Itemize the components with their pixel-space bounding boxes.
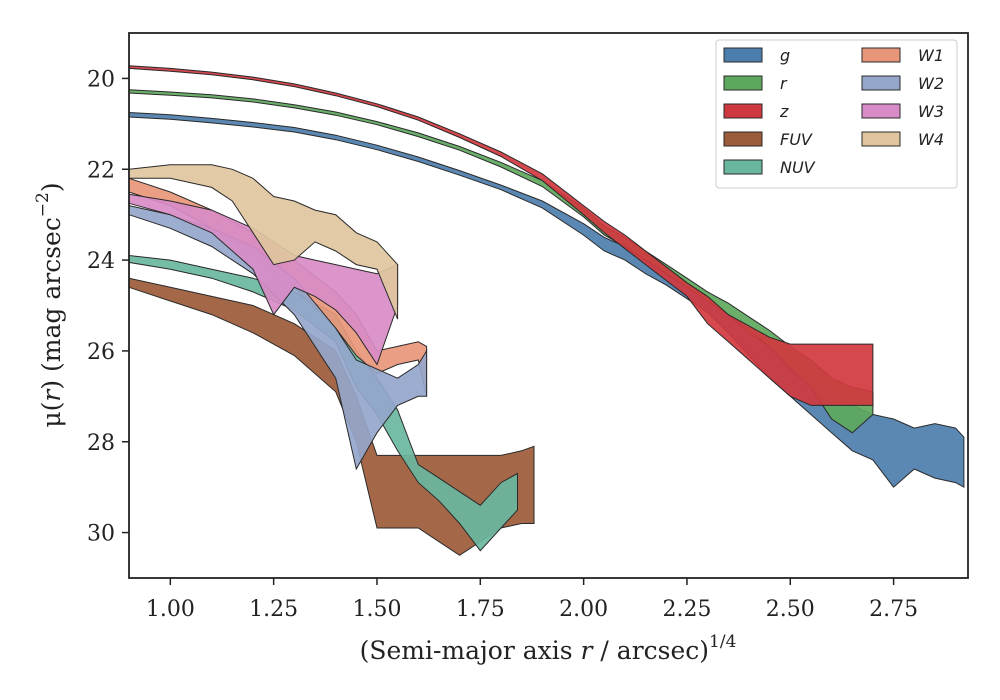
legend-label-g: g <box>780 46 790 65</box>
legend-label-w2: W2 <box>918 74 944 93</box>
legend-swatch-w3 <box>861 103 901 119</box>
legend-label-w3: W3 <box>918 102 944 121</box>
x-tick-label: 2.50 <box>766 597 815 622</box>
band-r <box>128 89 874 434</box>
y-tick-label: 20 <box>87 67 115 92</box>
x-axis: 1.00 1.25 1.50 1.75 2.00 2.25 2.50 2.75 <box>146 578 918 622</box>
x-tick-label: 2.75 <box>869 597 918 622</box>
plot-frame <box>128 32 969 579</box>
x-tick-label: 1.75 <box>456 597 505 622</box>
y-tick-label: 28 <box>87 431 115 456</box>
legend-label-z: z <box>779 102 789 121</box>
band-z <box>128 65 874 406</box>
legend-swatch-w4 <box>861 131 901 147</box>
band-g <box>128 111 965 489</box>
y-tick-label: 26 <box>87 340 115 365</box>
x-tick-label: 1.50 <box>352 597 401 622</box>
y-tick-label: 30 <box>87 522 115 547</box>
legend-label-nuv: NUV <box>780 158 816 177</box>
legend: grz FUV NUV W1 W2 W3 W4 <box>715 39 958 189</box>
legend-swatch-nuv <box>723 159 763 175</box>
x-tick-label: 2.25 <box>662 597 711 622</box>
y-axis: 20 22 24 26 28 30 <box>87 67 129 547</box>
x-tick-label: 1.25 <box>249 597 298 622</box>
legend-swatch-g <box>723 47 763 63</box>
legend-swatch-z <box>723 103 763 119</box>
x-tick-label: 2.00 <box>559 597 608 622</box>
band-w4 <box>128 164 399 320</box>
y-axis-label: μ(r) (mag arcsec−2) <box>33 182 66 427</box>
legend-label-r: r <box>780 74 788 93</box>
legend-swatch-w2 <box>861 75 901 91</box>
legend-swatch-w1 <box>861 47 901 63</box>
x-tick-label: 1.00 <box>146 597 195 622</box>
legend-label-w1: W1 <box>918 46 944 65</box>
y-tick-label: 22 <box>87 158 115 183</box>
legend-label-fuv: FUV <box>780 130 813 149</box>
legend-swatch-r <box>723 75 763 91</box>
legend-swatch-fuv <box>723 131 763 147</box>
x-axis-label: (Semi-major axis r / arcsec)1/4 <box>360 632 737 665</box>
band-series-group <box>128 65 965 556</box>
legend-label-w4: W4 <box>918 130 944 149</box>
y-tick-label: 24 <box>87 249 115 274</box>
